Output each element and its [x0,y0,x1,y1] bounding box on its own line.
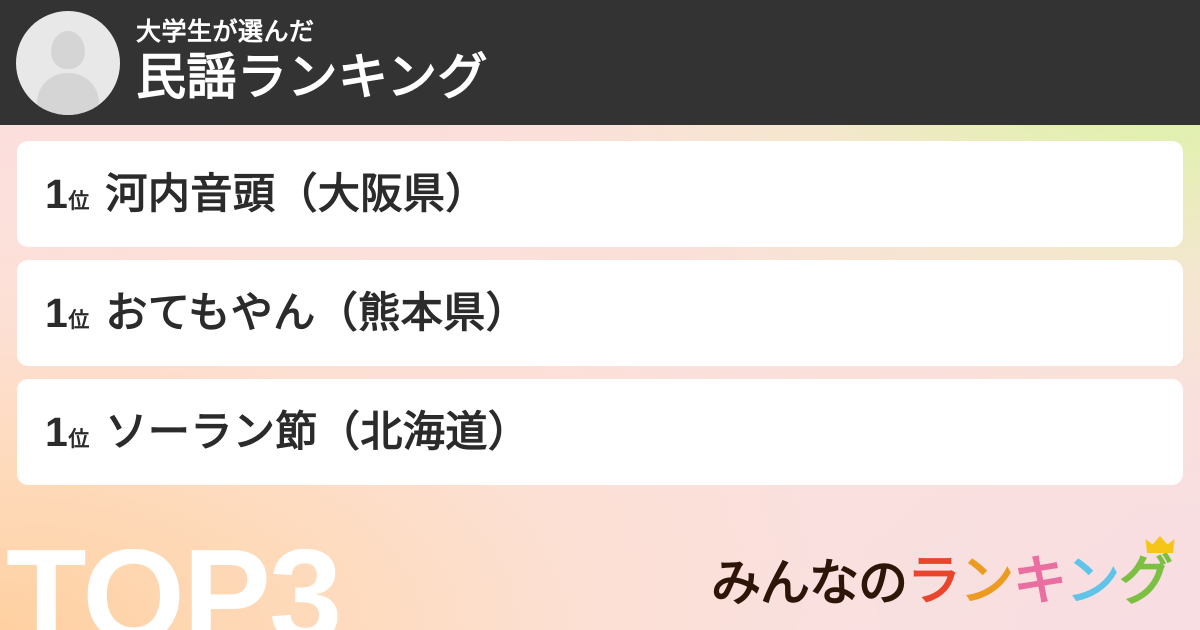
rank-number: 1 [45,170,68,217]
ranking-item-label: 河内音頭（大阪県） [105,169,488,217]
brand-logo[interactable]: みんなの ラ ン キ ン グ [711,536,1175,611]
header-text-group: 大学生が選んだ 民謡ランキング [136,18,488,107]
header-bar: 大学生が選んだ 民謡ランキング [0,0,1200,125]
logo-char-n-2: ン [1066,551,1120,611]
logo-char-ra: ラ [907,551,961,611]
user-avatar-icon [16,10,120,115]
rank-badge: 1 位 [45,408,90,455]
brand-logo-prefix: みんなの [711,555,908,611]
avatar-body-shape [37,72,99,115]
rank-number: 1 [45,289,68,336]
ranking-item-label: おてもやん（熊本県） [105,288,529,336]
logo-char-n-1: ン [960,551,1014,611]
rank-unit: 位 [68,427,90,451]
rank-unit: 位 [68,189,90,213]
crown-icon [1145,536,1175,553]
rank-badge: 1 位 [45,289,90,336]
ranking-list: 1 位 河内音頭（大阪県） 1 位 おてもやん（熊本県） 1 位 ソーラン節（北… [17,141,1183,498]
page-title: 民謡ランキング [136,48,488,105]
logo-char-ki: キ [1013,551,1067,611]
logo-char-gu: グ [1119,536,1175,611]
logo-char-gu-text: グ [1119,551,1173,611]
ranking-item-label: ソーラン節（北海道） [105,407,531,455]
brand-logo-kana: ラ ン キ ン グ [907,536,1175,611]
rank-unit: 位 [68,308,90,332]
ranking-row-3[interactable]: 1 位 ソーラン節（北海道） [17,379,1183,485]
top3-label: TOP3 [6,522,342,630]
ranking-row-1[interactable]: 1 位 河内音頭（大阪県） [17,141,1183,247]
rank-badge: 1 位 [45,170,90,217]
rank-number: 1 [45,408,68,455]
avatar-head-shape [51,30,85,69]
ranking-row-2[interactable]: 1 位 おてもやん（熊本県） [17,260,1183,366]
header-subtitle: 大学生が選んだ [136,18,315,47]
